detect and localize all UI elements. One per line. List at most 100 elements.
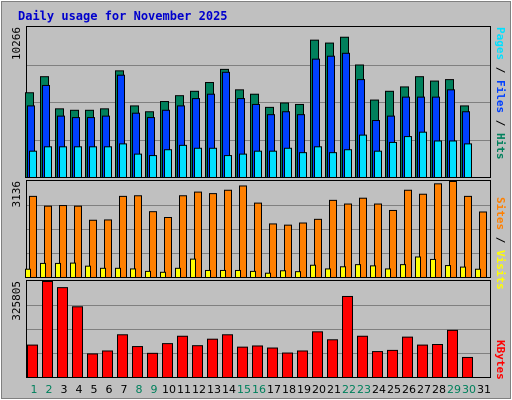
- bar-visits-day-10: [164, 217, 172, 278]
- bar-sites-day-1: [25, 268, 31, 278]
- bar-pages-day-19: [299, 152, 307, 178]
- bar-sites-day-26: [400, 264, 406, 278]
- bar-visits-day-28: [434, 183, 442, 279]
- panel-hits-files-pages: 10266 Pages / Files / Hits: [10, 26, 507, 179]
- legend-segment: /: [494, 60, 507, 80]
- bar-visits-day-15: [239, 185, 247, 278]
- bar-kbytes-day-23: [357, 335, 368, 378]
- bar-pages-day-3: [59, 146, 67, 179]
- bar-visits-day-13: [209, 193, 217, 278]
- bar-pages-day-30: [464, 143, 472, 178]
- legend-segment: Sites: [494, 197, 507, 230]
- x-axis-day-labels: 1 2 3 4 5 6 7 8 9 10 11 12 13 14 15 16 17 18 19 20 21 22 23 24 2…: [31, 383, 492, 396]
- bar-visits-day-14: [224, 189, 232, 278]
- day-label-1: 1: [31, 383, 38, 396]
- bar-kbytes-day-7: [117, 334, 128, 378]
- bar-visits-day-6: [104, 219, 112, 278]
- legend-pages-files-hits: Pages / Files / Hits: [494, 27, 507, 160]
- bar-kbytes-day-24: [372, 351, 383, 378]
- bar-visits-day-7: [119, 195, 127, 278]
- bar-pages-day-27: [419, 131, 427, 178]
- bar-pages-day-1: [29, 150, 37, 178]
- day-label-27: 27: [417, 383, 431, 396]
- bar-sites-day-24: [370, 265, 376, 278]
- bar-pages-day-20: [314, 146, 322, 179]
- day-label-24: 24: [372, 383, 386, 396]
- day-label-23: 23: [357, 383, 371, 396]
- day-label-31: 31: [477, 383, 491, 396]
- bar-visits-day-18: [284, 224, 292, 278]
- bar-pages-day-29: [449, 140, 457, 178]
- bar-sites-day-19: [295, 271, 301, 279]
- bar-kbytes-day-25: [387, 349, 398, 378]
- bar-kbytes-day-26: [402, 336, 413, 378]
- bar-kbytes-day-18: [282, 352, 293, 378]
- bar-sites-day-3: [55, 262, 61, 278]
- y-max-label: 10266: [10, 27, 23, 60]
- bar-visits-day-8: [134, 195, 142, 278]
- bar-visits-day-27: [419, 193, 427, 278]
- y-max-label: 3136: [10, 181, 23, 208]
- bar-sites-day-16: [250, 270, 256, 279]
- bar-kbytes-day-4: [72, 306, 83, 379]
- bar-visits-day-12: [194, 191, 202, 279]
- bar-kbytes-day-12: [192, 345, 203, 378]
- bar-kbytes-day-21: [327, 339, 338, 378]
- legend-segment: /: [494, 113, 507, 133]
- bar-pages-day-17: [269, 150, 277, 178]
- legend-segment: Visits: [494, 250, 507, 290]
- day-label-15: 15: [237, 383, 251, 396]
- bar-pages-day-13: [209, 147, 217, 179]
- bar-pages-day-18: [284, 147, 292, 179]
- bar-sites-day-27: [415, 256, 421, 279]
- day-label-3: 3: [61, 383, 68, 396]
- bar-sites-day-9: [145, 270, 151, 279]
- bar-sites-day-28: [430, 258, 436, 279]
- bar-visits-day-19: [299, 222, 307, 279]
- bar-sites-day-18: [280, 270, 286, 279]
- bar-kbytes-day-10: [162, 343, 173, 379]
- bar-sites-day-30: [460, 266, 466, 278]
- day-label-29: 29: [447, 383, 461, 396]
- bar-kbytes-day-14: [222, 334, 233, 378]
- bar-sites-day-6: [100, 267, 106, 278]
- day-label-16: 16: [252, 383, 266, 396]
- bar-kbytes-day-17: [267, 347, 278, 378]
- day-label-10: 10: [162, 383, 176, 396]
- day-label-19: 19: [297, 383, 311, 396]
- bar-pages-day-25: [389, 141, 397, 178]
- bar-pages-day-15: [239, 153, 247, 178]
- day-label-8: 8: [136, 383, 143, 396]
- bar-pages-day-16: [254, 150, 262, 178]
- bar-visits-day-24: [374, 203, 382, 278]
- bar-sites-day-29: [445, 265, 451, 278]
- bar-pages-day-9: [149, 155, 157, 178]
- bar-pages-day-26: [404, 136, 412, 179]
- bar-sites-day-31: [475, 268, 481, 278]
- bar-pages-day-14: [224, 155, 232, 178]
- bar-visits-day-2: [44, 205, 52, 278]
- bar-sites-day-23: [355, 264, 361, 278]
- day-label-6: 6: [106, 383, 113, 396]
- bar-sites-day-11: [175, 267, 181, 278]
- day-label-13: 13: [207, 383, 221, 396]
- bar-kbytes-day-2: [42, 281, 53, 378]
- bar-pages-day-12: [194, 147, 202, 179]
- bar-visits-day-26: [404, 189, 412, 278]
- bar-pages-day-28: [434, 140, 442, 178]
- bar-kbytes-day-16: [252, 345, 263, 378]
- bar-pages-day-23: [359, 134, 367, 179]
- bar-sites-day-10: [160, 271, 166, 279]
- bar-visits-day-3: [59, 205, 67, 278]
- legend-segment: KBytes: [494, 340, 507, 380]
- bar-kbytes-day-15: [237, 346, 248, 378]
- bar-visits-day-22: [344, 203, 352, 278]
- day-label-4: 4: [76, 383, 83, 396]
- bar-visits-day-4: [74, 205, 82, 278]
- bar-kbytes-day-11: [177, 335, 188, 378]
- day-label-28: 28: [432, 383, 446, 396]
- bar-sites-day-21: [325, 268, 331, 278]
- bar-pages-day-21: [329, 152, 337, 178]
